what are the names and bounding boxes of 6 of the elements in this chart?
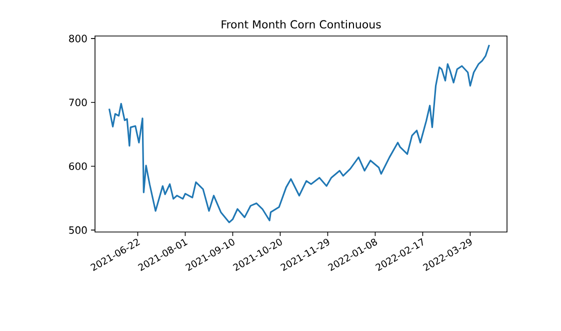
line-series xyxy=(108,44,490,224)
y-tick-label: 800 xyxy=(69,34,87,42)
y-tick-label: 500 xyxy=(69,226,87,234)
y-tick-label: 700 xyxy=(69,98,87,106)
chart-title: Front Month Corn Continuous xyxy=(222,20,381,28)
y-tick-label: 600 xyxy=(69,162,87,170)
